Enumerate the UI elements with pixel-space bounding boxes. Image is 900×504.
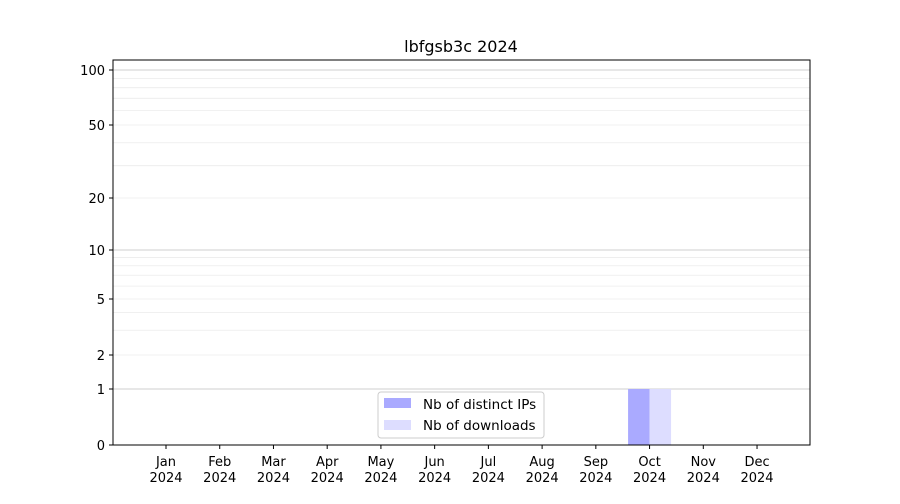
axes-frame xyxy=(112,59,811,446)
y-tick-label: 1 xyxy=(97,383,105,398)
chart-title: lbfgsb3c 2024 xyxy=(404,37,518,56)
legend-swatch-ips xyxy=(384,398,411,408)
legend-swatch-downloads xyxy=(384,420,411,430)
y-tick-label: 10 xyxy=(88,244,105,259)
x-tick-label: May 2024 xyxy=(364,455,397,486)
x-tick-label: Dec 2024 xyxy=(740,455,773,486)
legend: Nb of distinct IPs Nb of downloads xyxy=(377,391,545,439)
x-tick-label: Jan 2024 xyxy=(149,455,182,486)
x-tick-label: Oct 2024 xyxy=(633,455,666,486)
bar-downloads xyxy=(649,389,672,445)
y-tick-label: 0 xyxy=(97,439,105,454)
x-tick-label: Sep 2024 xyxy=(579,455,612,486)
y-tick-label: 2 xyxy=(97,349,105,364)
legend-label-ips: Nb of distinct IPs xyxy=(423,397,536,413)
bar-distinct-ips xyxy=(628,389,650,445)
x-tick-label: Jul 2024 xyxy=(472,455,505,486)
x-tick-label: Mar 2024 xyxy=(257,455,290,486)
y-tick-label: 5 xyxy=(97,293,105,308)
legend-label-downloads: Nb of downloads xyxy=(423,418,536,434)
x-tick-label: Nov 2024 xyxy=(687,455,720,486)
x-tick-label: Jun 2024 xyxy=(418,455,451,486)
y-tick-label: 50 xyxy=(88,119,105,134)
x-tick-label: Aug 2024 xyxy=(526,455,559,486)
y-tick-label: 100 xyxy=(80,64,105,79)
x-tick-label: Apr 2024 xyxy=(311,455,344,486)
y-tick-label: 20 xyxy=(88,192,105,207)
x-tick-label: Feb 2024 xyxy=(203,455,236,486)
